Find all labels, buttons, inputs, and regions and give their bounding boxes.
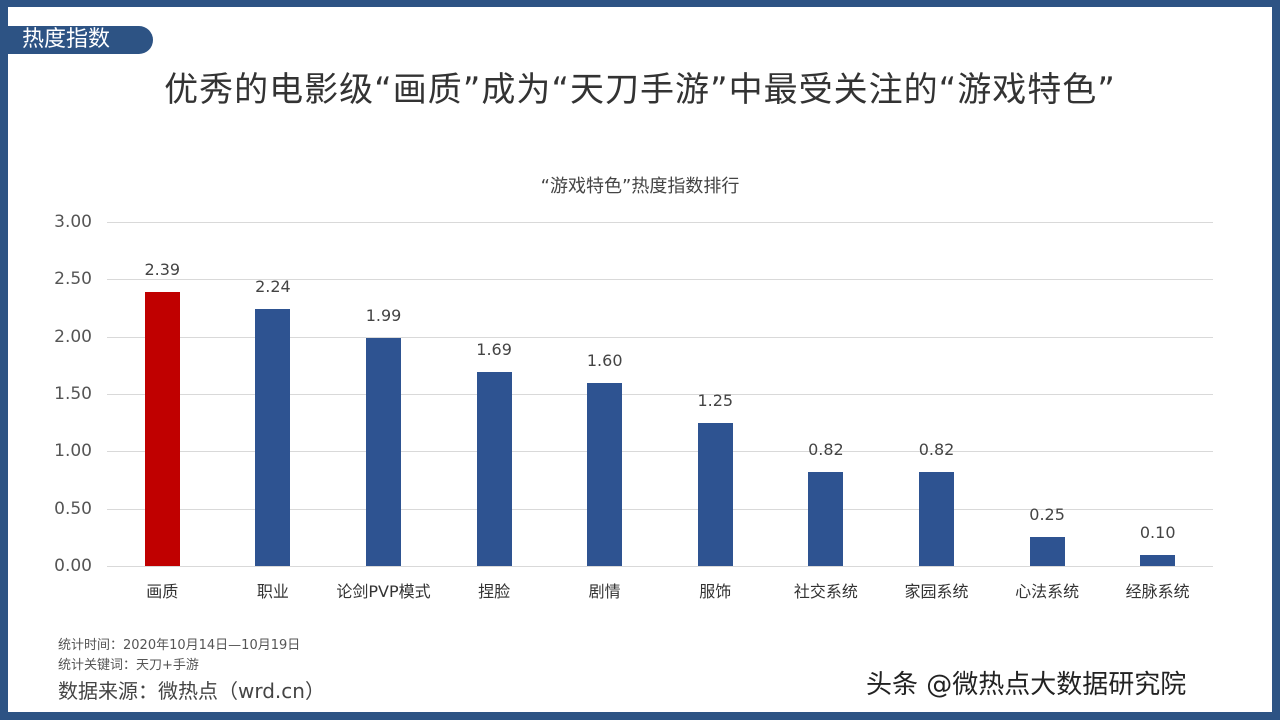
bar-value-label: 1.25: [697, 390, 734, 410]
x-category-label: 捏脸: [478, 582, 511, 601]
y-tick-label: 1.00: [54, 441, 92, 462]
bar: [476, 372, 512, 566]
y-tick-label: 3.00: [54, 212, 92, 232]
bar: [1140, 554, 1176, 566]
bar: [919, 471, 954, 566]
x-category-label: 服饰: [699, 582, 732, 601]
bar: [697, 422, 733, 566]
bar: [808, 471, 844, 566]
y-tick-label: 2.00: [54, 326, 92, 347]
bar: [366, 337, 401, 566]
bar-value-label: 0.82: [918, 439, 955, 459]
y-tick-label: 2.50: [54, 269, 92, 290]
bar: [1029, 537, 1065, 566]
x-category-label: 经脉系统: [1125, 582, 1190, 601]
bar: [587, 382, 623, 566]
x-category-label: 画质: [146, 582, 179, 601]
x-category-label: 职业: [256, 582, 289, 601]
bar-value-label: 1.60: [586, 350, 623, 370]
bar-value-label: 0.25: [1029, 505, 1065, 525]
gridline: [107, 394, 1213, 395]
data-source: 数据来源：微热点（wrd.cn）: [58, 679, 325, 703]
bar-value-label: 0.82: [808, 439, 844, 459]
x-category-label: 心法系统: [1015, 582, 1080, 601]
y-tick-label: 0.50: [54, 498, 92, 519]
bar-value-label: 1.69: [476, 340, 512, 360]
bar-value-label: 0.10: [1139, 522, 1176, 542]
x-category-label: 家园系统: [904, 582, 969, 601]
bar-value-label: 2.24: [255, 277, 291, 297]
gridline: [107, 566, 1213, 567]
section-tag: 热度指数: [8, 26, 153, 54]
chart-title: “游戏特色”热度指数排行: [540, 176, 740, 197]
stat-keywords: 统计关键词：天刀+手游: [58, 658, 199, 673]
bar-value-label: 2.39: [144, 259, 181, 279]
gridline: [107, 336, 1213, 338]
slide-background: [8, 7, 1272, 712]
bar-chart-plot-area: 0.00 0.50 1.00 1.50 2.00 2.50 3.00 2.39 画质 2.24 职业…: [54, 212, 1213, 601]
bar: [255, 309, 291, 566]
bar-value-label: 1.99: [365, 305, 402, 325]
gridline: [107, 279, 1213, 281]
y-tick-label: 1.50: [54, 384, 92, 404]
stat-period: 统计时间：2020年10月14日—10月19日: [58, 638, 301, 653]
x-category-label: 社交系统: [793, 582, 858, 601]
y-tick-label: 0.00: [54, 556, 92, 576]
bar: [144, 291, 180, 566]
page-title: 优秀的电影级“画质”成为“天刀手游”中最受关注的“游戏特色”: [164, 70, 1116, 110]
x-category-label: 论剑PVP模式: [336, 582, 431, 601]
x-category-label: 剧情: [588, 582, 621, 601]
gridline: [107, 508, 1213, 510]
watermark: 头条 @微热点大数据研究院: [866, 670, 1187, 700]
gridline: [107, 222, 1213, 223]
gridline: [107, 451, 1213, 453]
